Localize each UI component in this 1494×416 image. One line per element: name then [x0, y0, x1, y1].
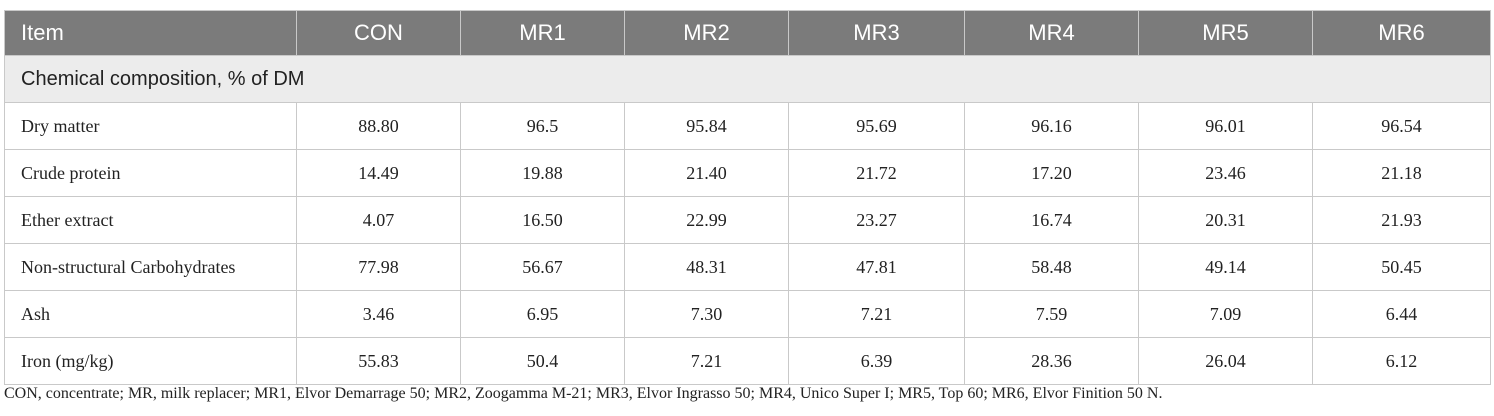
header-mr4: MR4	[964, 10, 1139, 56]
table-cell: 7.59	[964, 290, 1139, 338]
table-cell: 88.80	[296, 102, 461, 150]
table-cell: 21.72	[788, 149, 965, 197]
table-cell: 16.74	[964, 196, 1139, 244]
row-label: Crude protein	[4, 149, 297, 197]
header-mr5: MR5	[1138, 10, 1313, 56]
table-row: Ash 3.46 6.95 7.30 7.21 7.59 7.09 6.44	[4, 290, 1491, 338]
table-cell: 47.81	[788, 243, 965, 291]
table-cell: 23.46	[1138, 149, 1313, 197]
table-cell: 4.07	[296, 196, 461, 244]
header-mr2: MR2	[624, 10, 789, 56]
table-cell: 7.21	[624, 337, 789, 385]
table-cell: 6.95	[460, 290, 625, 338]
table-cell: 21.40	[624, 149, 789, 197]
table-cell: 14.49	[296, 149, 461, 197]
composition-table: Item CON MR1 MR2 MR3 MR4 MR5 MR6 Chemica…	[4, 10, 1491, 385]
table-row: Dry matter 88.80 96.5 95.84 95.69 96.16 …	[4, 102, 1491, 150]
table-cell: 20.31	[1138, 196, 1313, 244]
table-cell: 96.16	[964, 102, 1139, 150]
table-row: Crude protein 14.49 19.88 21.40 21.72 17…	[4, 149, 1491, 197]
table-cell: 3.46	[296, 290, 461, 338]
table-cell: 21.93	[1312, 196, 1491, 244]
section-title: Chemical composition, % of DM	[4, 55, 1491, 103]
table-cell: 96.5	[460, 102, 625, 150]
table-cell: 95.84	[624, 102, 789, 150]
row-label: Iron (mg/kg)	[4, 337, 297, 385]
section-row: Chemical composition, % of DM	[4, 55, 1491, 103]
table-row: Ether extract 4.07 16.50 22.99 23.27 16.…	[4, 196, 1491, 244]
table-cell: 26.04	[1138, 337, 1313, 385]
table-cell: 77.98	[296, 243, 461, 291]
row-label: Ash	[4, 290, 297, 338]
table-cell: 7.21	[788, 290, 965, 338]
table-cell: 95.69	[788, 102, 965, 150]
header-con: CON	[296, 10, 461, 56]
table-cell: 6.44	[1312, 290, 1491, 338]
table-cell: 7.30	[624, 290, 789, 338]
row-label: Non-structural Carbohydrates	[4, 243, 297, 291]
table-cell: 19.88	[460, 149, 625, 197]
header-row: Item CON MR1 MR2 MR3 MR4 MR5 MR6	[4, 10, 1491, 56]
table-row: Non-structural Carbohydrates 77.98 56.67…	[4, 243, 1491, 291]
table-row: Iron (mg/kg) 55.83 50.4 7.21 6.39 28.36 …	[4, 337, 1491, 385]
composition-table-container: Item CON MR1 MR2 MR3 MR4 MR5 MR6 Chemica…	[4, 10, 1491, 385]
table-footnote: CON, concentrate; MR, milk replacer; MR1…	[4, 385, 1163, 402]
header-mr3: MR3	[788, 10, 965, 56]
header-mr1: MR1	[460, 10, 625, 56]
table-cell: 21.18	[1312, 149, 1491, 197]
table-cell: 50.45	[1312, 243, 1491, 291]
header-mr6: MR6	[1312, 10, 1491, 56]
table-cell: 96.01	[1138, 102, 1313, 150]
table-cell: 7.09	[1138, 290, 1313, 338]
row-label: Dry matter	[4, 102, 297, 150]
table-cell: 28.36	[964, 337, 1139, 385]
table-cell: 16.50	[460, 196, 625, 244]
header-item: Item	[4, 10, 297, 56]
table-cell: 17.20	[964, 149, 1139, 197]
table-cell: 55.83	[296, 337, 461, 385]
table-cell: 22.99	[624, 196, 789, 244]
table-cell: 48.31	[624, 243, 789, 291]
table-cell: 56.67	[460, 243, 625, 291]
row-label: Ether extract	[4, 196, 297, 244]
table-cell: 6.12	[1312, 337, 1491, 385]
table-cell: 49.14	[1138, 243, 1313, 291]
table-cell: 96.54	[1312, 102, 1491, 150]
table-cell: 58.48	[964, 243, 1139, 291]
table-cell: 23.27	[788, 196, 965, 244]
table-cell: 6.39	[788, 337, 965, 385]
table-cell: 50.4	[460, 337, 625, 385]
